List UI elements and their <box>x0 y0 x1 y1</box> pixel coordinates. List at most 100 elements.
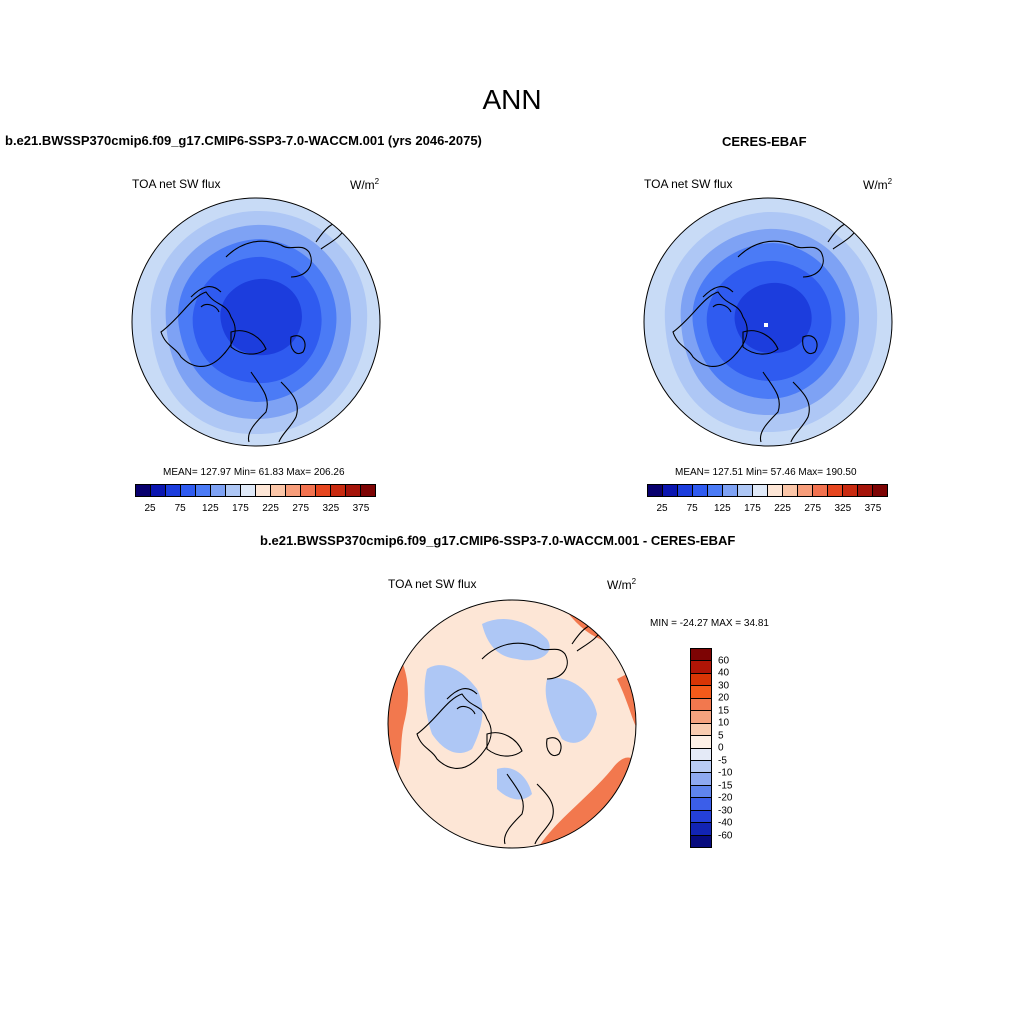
panel-2-colorbar-swatch <box>723 485 738 496</box>
panel-2-colorbar-swatch <box>648 485 663 496</box>
panel-3-colorbar-label: -20 <box>718 792 733 804</box>
panel-1-polar-map <box>131 197 381 447</box>
panel-3-colorbar-swatch <box>691 798 711 811</box>
panel-2-colorbar-swatch <box>798 485 813 496</box>
panel-1-colorbar-swatch <box>181 485 196 496</box>
panel-3-colorbar-label: 5 <box>718 730 724 741</box>
panel-3-colorbar-label: -60 <box>718 830 733 841</box>
panel-3-colorbar-label: 30 <box>718 680 730 691</box>
main-title: ANN <box>482 84 542 115</box>
panel-3-colorbar-label: 10 <box>718 717 730 729</box>
panel-3-colorbar-swatch <box>691 760 711 774</box>
panel-2-colorbar-label: 25 <box>656 503 668 514</box>
panel-3-colorbar-swatch <box>691 736 711 749</box>
panel-3-colorbar-swatch <box>691 698 711 712</box>
panel-2-colorbar-swatch <box>693 485 708 496</box>
panel-3-colorbar-label: 40 <box>718 667 730 679</box>
panel-3-colorbar-label: 0 <box>718 742 724 754</box>
panel-1-colorbar-label: 25 <box>144 503 156 514</box>
panel-1-colorbar-swatch <box>301 485 316 496</box>
panel-3-colorbar-swatch <box>691 649 711 662</box>
panel-1-colorbar-label: 175 <box>232 503 249 514</box>
panel-1-colorbar-labels: 25 75 125 175 225 275 325 375 <box>135 503 376 517</box>
panel-2-colorbar <box>647 484 888 497</box>
panel-1-colorbar-swatch <box>226 485 241 496</box>
panel-3-colorbar <box>690 648 712 848</box>
panel-1-title: b.e21.BWSSP370cmip6.f09_g17.CMIP6-SSP3-7… <box>5 133 482 148</box>
panel-1-colorbar-label: 275 <box>292 503 310 514</box>
panel-1-colorbar-swatch <box>361 485 375 496</box>
panel-1-colorbar-swatch <box>241 485 256 496</box>
panel-3-colorbar-swatch <box>691 748 711 761</box>
panel-3-colorbar-swatch <box>691 835 711 847</box>
panel-3-colorbar-swatch <box>691 785 711 799</box>
panel-3-colorbar-swatch <box>691 661 711 674</box>
panel-2-title: CERES-EBAF <box>722 134 807 149</box>
panel-1-colorbar-swatch <box>151 485 166 496</box>
panel-2-colorbar-label: 225 <box>774 503 791 514</box>
panel-1-colorbar-swatch <box>166 485 181 496</box>
panel-2-polar-map <box>643 197 893 447</box>
panel-2-colorbar-label: 125 <box>713 503 731 514</box>
panel-3-colorbar-label: -15 <box>718 780 733 791</box>
panel-2-colorbar-label: 275 <box>804 503 822 514</box>
panel-2-colorbar-swatch <box>843 485 858 496</box>
panel-1-colorbar-swatch <box>316 485 331 496</box>
panel-2-colorbar-swatch <box>813 485 828 496</box>
panel-3-colorbar-swatch <box>691 823 711 836</box>
panel-1-colorbar-swatch <box>256 485 271 496</box>
panel-3-variable: TOA net SW flux <box>388 577 477 591</box>
panel-1-variable: TOA net SW flux <box>132 177 221 191</box>
panel-1-colorbar-swatch <box>211 485 226 496</box>
panel-1-colorbar-label: 225 <box>262 503 279 514</box>
panel-2-colorbar-swatch <box>828 485 843 496</box>
panel-2-colorbar-swatch <box>708 485 723 496</box>
panel-1-colorbar-label: 325 <box>322 503 340 514</box>
panel-1-colorbar <box>135 484 376 497</box>
panel-2-colorbar-swatch <box>738 485 753 496</box>
panel-1-colorbar-swatch <box>271 485 286 496</box>
panel-1-colorbar-label: 75 <box>174 503 186 514</box>
panel-2-colorbar-swatch <box>678 485 693 496</box>
panel-2-stats: MEAN= 127.51 Min= 57.46 Max= 190.50 <box>675 467 857 478</box>
panel-1-colorbar-swatch <box>136 485 151 496</box>
panel-1-colorbar-swatch <box>331 485 346 496</box>
panel-2-variable: TOA net SW flux <box>644 177 733 191</box>
panel-3-colorbar-swatch <box>691 773 711 786</box>
panel-2-colorbar-swatch <box>753 485 768 496</box>
panel-3-stats: MIN = -24.27 MAX = 34.81 <box>650 618 769 629</box>
panel-2-colorbar-label: 75 <box>686 503 698 514</box>
panel-3-colorbar-swatch <box>691 723 711 737</box>
panel-2-colorbar-label: 375 <box>864 503 882 514</box>
panel-3-colorbar-swatch <box>691 711 711 724</box>
panel-1-stats: MEAN= 127.97 Min= 61.83 Max= 206.26 <box>163 467 345 478</box>
panel-3-colorbar-label: 15 <box>718 705 730 716</box>
panel-2-colorbar-swatch <box>783 485 798 496</box>
panel-3-colorbar-labels: 60 40 30 20 15 10 5 0 -5 -10 -15 -20 -30 -40 -60 <box>718 648 748 848</box>
panel-1-colorbar-label: 125 <box>201 503 219 514</box>
panel-2-colorbar-swatch <box>858 485 873 496</box>
panel-3-title: b.e21.BWSSP370cmip6.f09_g17.CMIP6-SSP3-7… <box>260 533 736 548</box>
panel-2-colorbar-label: 325 <box>834 503 852 514</box>
panel-1-colorbar-swatch <box>286 485 301 496</box>
panel-2-colorbar-swatch <box>873 485 887 496</box>
panel-3-colorbar-swatch <box>691 673 711 687</box>
panel-2-colorbar-swatch <box>768 485 783 496</box>
panel-3-colorbar-label: -5 <box>718 755 727 766</box>
panel-2-units: W/m2 <box>863 177 893 192</box>
panel-3-colorbar-swatch <box>691 686 711 699</box>
panel-2-colorbar-swatch <box>663 485 678 496</box>
panel-1-units: W/m2 <box>350 177 380 192</box>
panel-2-colorbar-label: 175 <box>744 503 761 514</box>
panel-3-units: W/m2 <box>607 577 637 592</box>
panel-3-colorbar-label: -40 <box>718 817 733 829</box>
panel-1-colorbar-swatch <box>196 485 211 496</box>
panel-2-colorbar-labels: 25 75 125 175 225 275 325 375 <box>647 503 888 517</box>
panel-3-colorbar-label: 60 <box>718 655 730 666</box>
panel-1-colorbar-label: 375 <box>352 503 370 514</box>
panel-3-colorbar-label: 20 <box>718 692 730 704</box>
panel-3-colorbar-swatch <box>691 810 711 824</box>
panel-3-colorbar-label: -30 <box>718 805 733 816</box>
panel-3-colorbar-label: -10 <box>718 767 733 779</box>
panel-3-polar-map <box>387 599 637 849</box>
